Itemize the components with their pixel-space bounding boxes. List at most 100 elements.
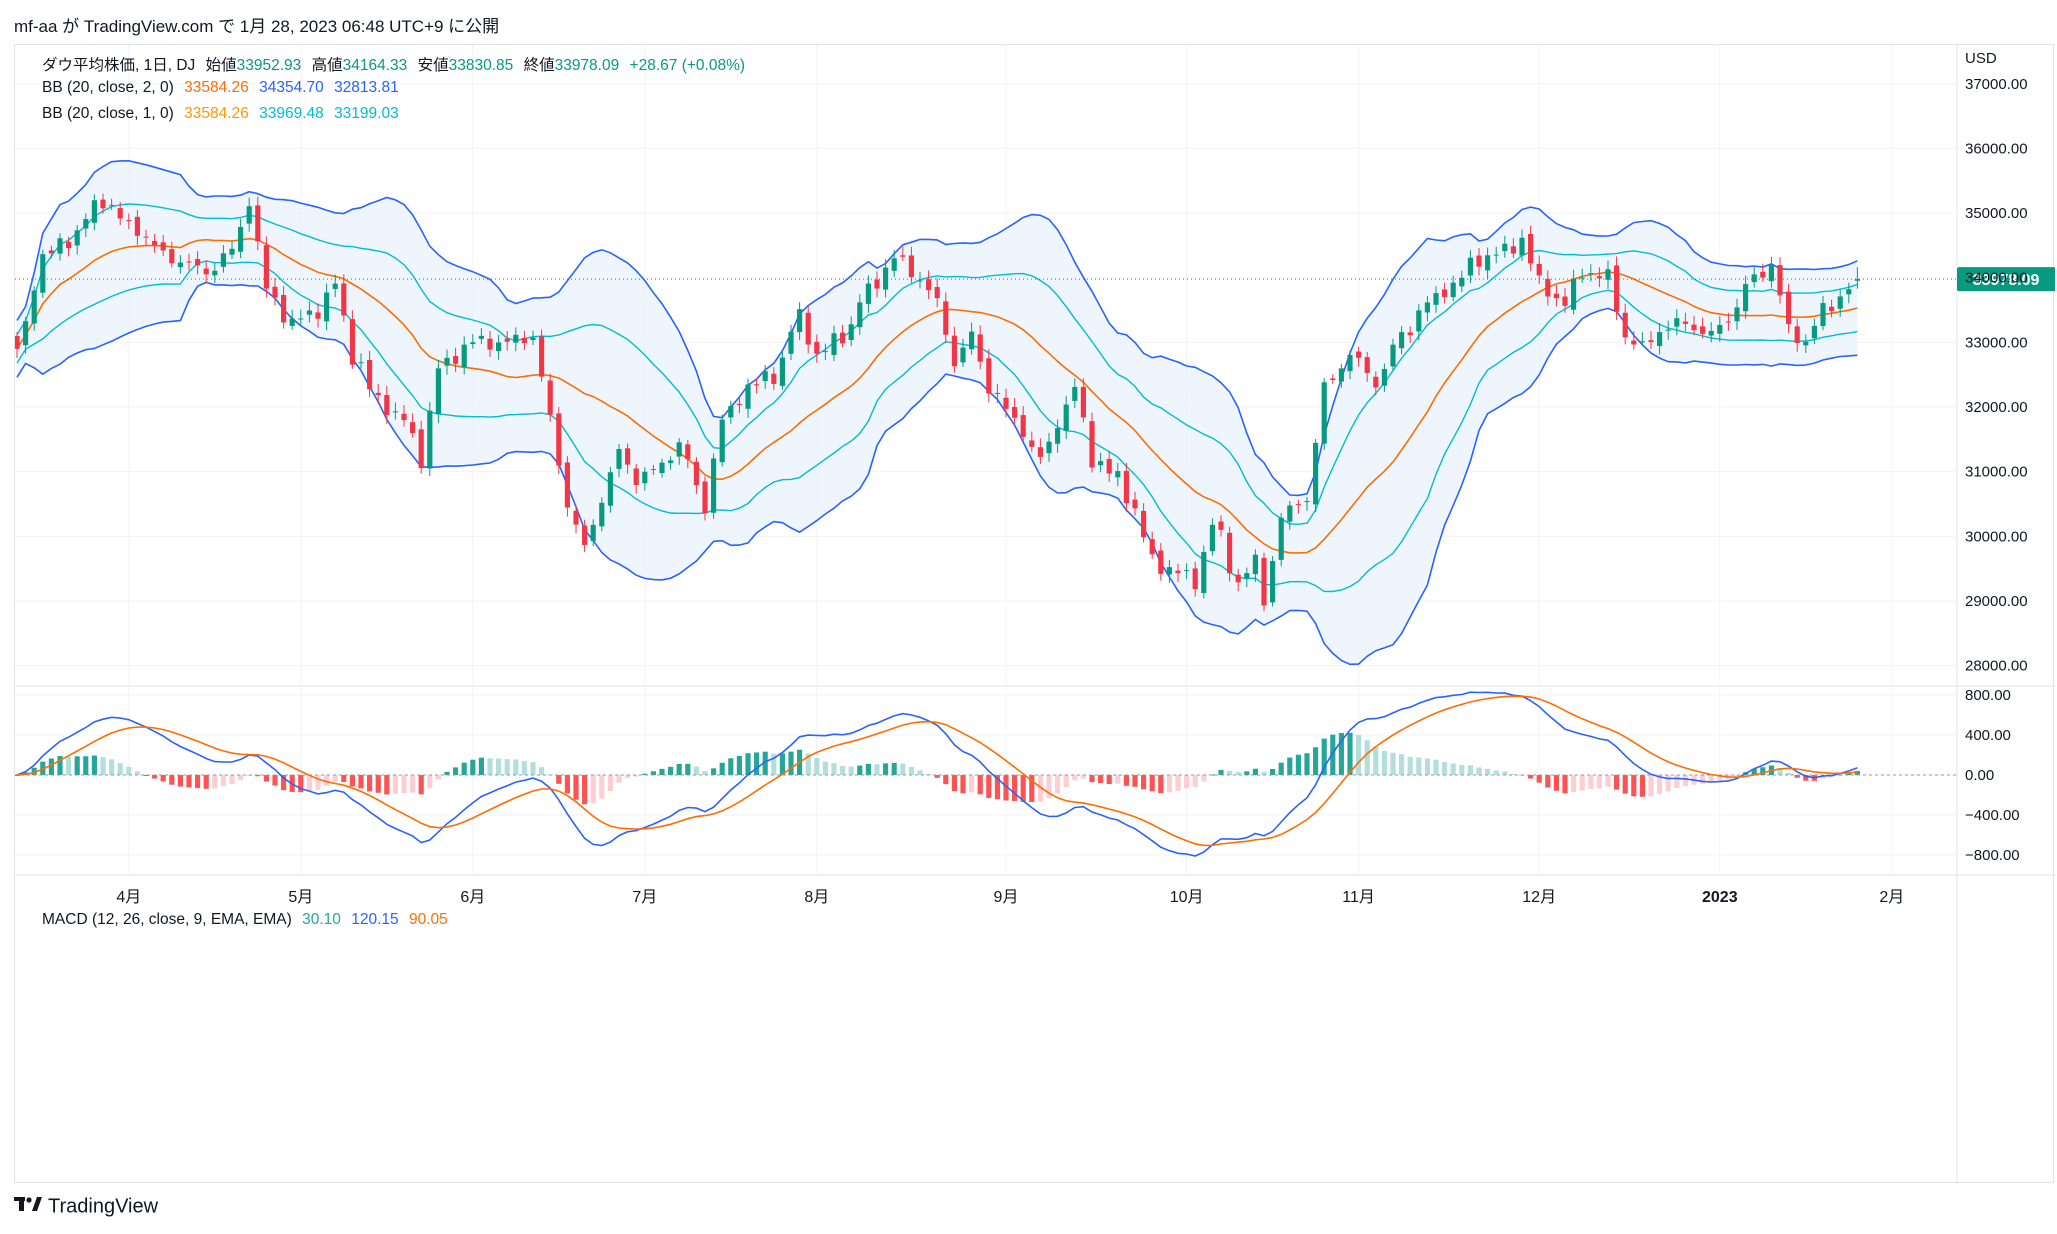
candle-body bbox=[1209, 524, 1215, 552]
candle-body bbox=[341, 283, 347, 316]
candle-body bbox=[1218, 521, 1224, 530]
last-price-tag bbox=[1957, 267, 2055, 292]
macd-legend[interactable]: MACD (12, 26, close, 9, EMA, EMA) 30.10 … bbox=[42, 911, 454, 929]
macd-hist-bar bbox=[1184, 775, 1190, 789]
candle-body bbox=[220, 253, 226, 267]
macd-hist-bar bbox=[1227, 770, 1233, 775]
ohlc-legend: ダウ平均株価, 1日, DJ 始値33952.93 高値34164.33 安値3… bbox=[42, 53, 751, 75]
macd-hist-bar bbox=[418, 775, 424, 795]
candle bbox=[625, 443, 631, 474]
macd-hist-bar bbox=[994, 775, 1000, 800]
macd-hist-bar bbox=[1166, 775, 1172, 793]
macd-hist-bar bbox=[1459, 765, 1465, 775]
candle bbox=[848, 316, 854, 347]
candle bbox=[1098, 452, 1104, 473]
candle bbox=[702, 476, 708, 521]
macd-hist-bar bbox=[1399, 754, 1405, 775]
candle-body bbox=[1347, 355, 1353, 372]
candle-body bbox=[1037, 447, 1043, 457]
candle bbox=[461, 336, 467, 375]
candle bbox=[1485, 247, 1491, 280]
candle bbox=[392, 402, 398, 420]
currency-label: USD bbox=[1965, 50, 1997, 67]
bb2-legend[interactable]: BB (20, close, 2, 0) 33584.26 34354.70 3… bbox=[42, 79, 405, 97]
macd-hist-bar bbox=[91, 755, 97, 775]
macd-hist-bar bbox=[367, 775, 373, 792]
candle bbox=[943, 292, 949, 343]
macd-hist-bar bbox=[857, 765, 863, 775]
candle-body bbox=[1665, 329, 1671, 331]
candle-body bbox=[263, 245, 269, 289]
macd-hist-bar bbox=[66, 756, 72, 775]
macd-hist-bar bbox=[1132, 775, 1138, 787]
candle-body bbox=[212, 270, 218, 276]
candle bbox=[642, 467, 648, 491]
candle bbox=[1803, 334, 1809, 353]
candle-body bbox=[1510, 246, 1516, 254]
candle-body bbox=[1622, 312, 1628, 338]
candle bbox=[1820, 295, 1826, 331]
candle bbox=[91, 194, 97, 231]
macd-hist-bar bbox=[917, 770, 923, 775]
chart-canvas[interactable]: 33978.09 USD 37000.00 36000.00 35000.00 34000… bbox=[15, 45, 2055, 1184]
macd-hist-bar bbox=[401, 775, 407, 794]
high-value: 34164.33 bbox=[342, 57, 408, 74]
candle-body bbox=[1829, 306, 1835, 312]
candle bbox=[513, 327, 519, 352]
candle-body bbox=[788, 331, 794, 354]
candle bbox=[1184, 563, 1190, 580]
candle-body bbox=[1562, 296, 1568, 306]
macd-hist-bar bbox=[1175, 775, 1181, 791]
candle-body bbox=[1020, 415, 1026, 437]
candle bbox=[1786, 283, 1792, 334]
chart-frame[interactable]: 33978.09 USD 37000.00 36000.00 35000.00 34000… bbox=[14, 44, 2055, 1184]
candle bbox=[1700, 317, 1706, 339]
macd-hist-bar bbox=[1080, 775, 1086, 779]
candle-body bbox=[1381, 368, 1387, 386]
candle bbox=[306, 301, 312, 323]
macd-hist-bar bbox=[1854, 770, 1860, 775]
candle-body bbox=[74, 230, 80, 246]
candle-body bbox=[1132, 499, 1138, 509]
candle-body bbox=[1373, 376, 1379, 388]
candle-body bbox=[358, 362, 364, 364]
macd-hist-bar bbox=[1012, 775, 1018, 801]
candle-body bbox=[521, 337, 527, 344]
macd-hist-bar bbox=[126, 766, 132, 775]
macd-hist-bar bbox=[1252, 768, 1258, 775]
candle-body bbox=[66, 241, 72, 249]
candle-body bbox=[134, 216, 140, 236]
bb1-legend[interactable]: BB (20, close, 1, 0) 33584.26 33969.48 3… bbox=[42, 105, 405, 123]
candle-body bbox=[1682, 321, 1688, 324]
macd-hist-bar bbox=[186, 775, 192, 788]
candle-body bbox=[650, 469, 656, 471]
candle-body bbox=[1184, 570, 1190, 572]
macd-hist-bar bbox=[496, 758, 502, 775]
candle-body bbox=[1399, 332, 1405, 349]
macd-hist-bar bbox=[934, 775, 940, 778]
candle bbox=[1235, 568, 1241, 592]
candle-body bbox=[977, 334, 983, 362]
candle-body bbox=[1287, 505, 1293, 522]
low-label: 安値 bbox=[417, 57, 449, 74]
candle-body bbox=[470, 342, 476, 344]
macd-hist-bar bbox=[504, 759, 510, 775]
candle bbox=[160, 235, 166, 257]
macd-hist-bar bbox=[1201, 775, 1207, 782]
candle-body bbox=[48, 250, 54, 254]
candle-body bbox=[1424, 302, 1430, 313]
candle-body bbox=[1244, 573, 1250, 579]
bb2-fill bbox=[17, 160, 1858, 665]
candle-body bbox=[143, 236, 149, 238]
macd-tick-label: 400.00 bbox=[1965, 727, 2011, 744]
macd-hist-bar bbox=[1347, 732, 1353, 775]
candle bbox=[616, 443, 622, 478]
candle-body bbox=[1192, 568, 1198, 590]
candle-body bbox=[1708, 330, 1714, 336]
macd-hist-bar bbox=[74, 756, 80, 775]
candle bbox=[109, 198, 115, 210]
macd-hist-bar bbox=[719, 762, 725, 775]
time-tick-label: 10月 bbox=[1170, 889, 1204, 906]
candle bbox=[1476, 248, 1482, 276]
candle bbox=[1433, 286, 1439, 313]
